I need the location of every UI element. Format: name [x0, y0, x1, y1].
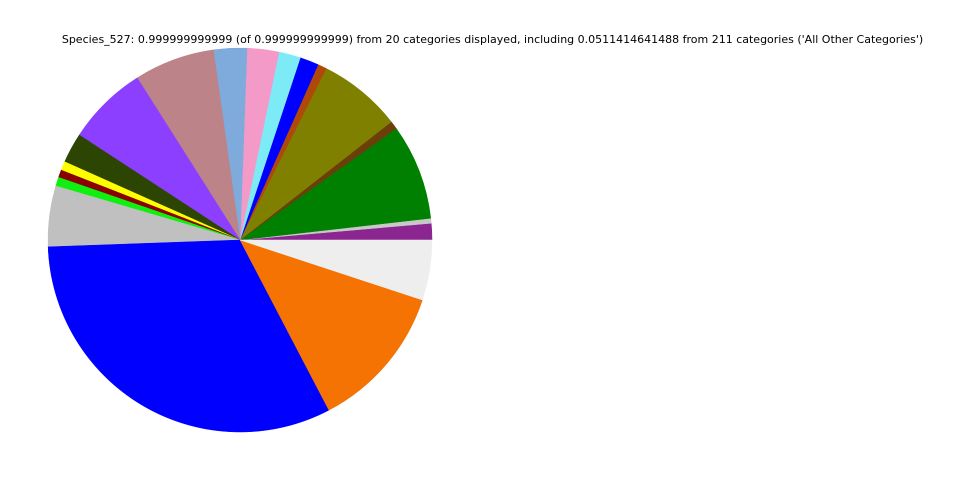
pie-slice-19: [239, 239, 433, 301]
pie-slice-18: [239, 239, 423, 411]
chart-title: Species_527: 0.999999999999 (of 0.999999…: [61, 33, 924, 46]
pie-slice-2: [239, 128, 432, 241]
pie-slice-17: [47, 239, 330, 433]
